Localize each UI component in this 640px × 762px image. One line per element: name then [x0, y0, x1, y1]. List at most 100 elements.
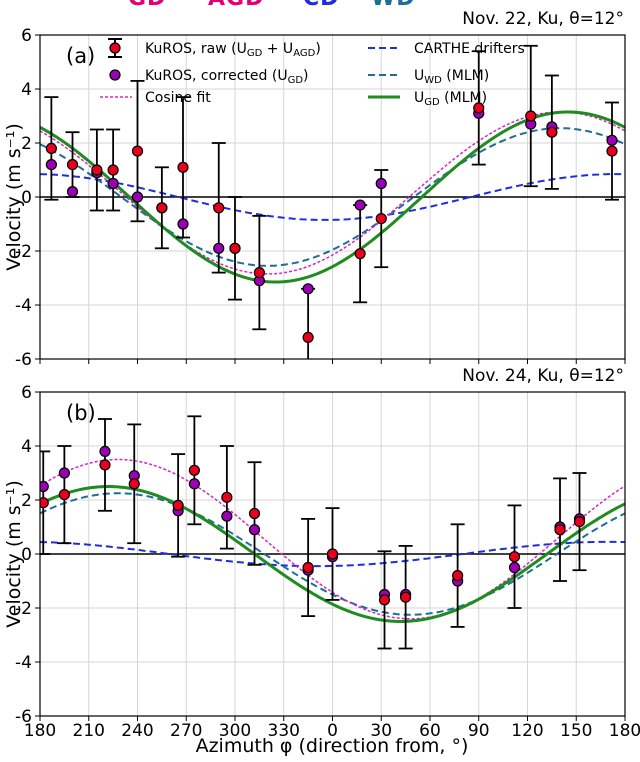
raw-point — [66, 159, 79, 171]
raw-point — [473, 102, 485, 114]
legend-uwd-label: UWD (MLM) — [414, 68, 489, 86]
corrected-point — [99, 445, 111, 457]
corrected-point — [248, 524, 261, 536]
panel-b: Nov. 24, Ku, θ=12° -6 -4 -2 0 2 4 6 180 210 240 2… — [3, 366, 640, 757]
raw-point — [378, 594, 391, 606]
panel-a-tag: (a) — [66, 44, 95, 68]
x-tick-label: 60 — [419, 721, 441, 741]
raw-point — [554, 524, 566, 536]
legend-corrected-marker — [109, 69, 121, 81]
frag-gd: GD — [128, 0, 166, 11]
raw-point — [45, 142, 57, 154]
raw-point — [452, 569, 464, 582]
raw-point — [229, 242, 241, 254]
x-tick-label: 240 — [121, 721, 153, 741]
raw-point — [546, 126, 558, 138]
raw-point — [58, 489, 70, 501]
x-tick-label: 150 — [560, 721, 592, 741]
y-tick-label: 2 — [21, 491, 32, 511]
corrected-point — [354, 199, 366, 211]
raw-point — [91, 164, 103, 176]
panel-a-ylabel: Velocity (m s⁻¹) — [3, 123, 25, 271]
x-tick-label: 210 — [73, 721, 105, 741]
y-tick-label: -2 — [15, 242, 32, 262]
y-tick-label: 6 — [21, 26, 32, 46]
panel-a-yticks: -6 -4 -2 0 2 4 6 — [15, 26, 40, 370]
model-curve-ugd — [40, 485, 625, 623]
y-tick-label: -4 — [15, 296, 32, 316]
raw-point — [107, 164, 119, 176]
raw-point — [172, 499, 184, 511]
raw-point — [131, 145, 144, 157]
panel-b-xticks: 180 210 240 270 300 330 0 30 60 90 120 150 180 — [24, 721, 640, 741]
x-axis-label: Azimuth φ (direction from, °) — [196, 735, 469, 757]
panel-b-tag: (b) — [66, 401, 96, 425]
raw-point — [128, 478, 140, 490]
y-tick-label: -2 — [15, 599, 32, 619]
panel-a-title: Nov. 22, Ku, θ=12° — [462, 9, 624, 29]
legend: KuROS, raw (UGD + UAGD) KuROS, corrected… — [100, 38, 525, 108]
panel-b-ylabel: Velocity (m s⁻¹) — [3, 480, 25, 628]
legend-corrected-label: KuROS, corrected (UGD) — [145, 68, 309, 86]
raw-point — [354, 248, 366, 260]
panel-b-errorbars — [40, 415, 587, 650]
raw-point — [221, 491, 233, 503]
corrected-point — [188, 478, 200, 490]
model-curve-carthe — [40, 173, 625, 221]
panel-b-points — [40, 445, 586, 606]
y-tick-label: 4 — [21, 80, 32, 100]
raw-point — [99, 459, 111, 471]
raw-point — [156, 202, 168, 214]
corrected-point — [40, 480, 49, 493]
raw-point — [253, 267, 265, 279]
x-tick-label: 330 — [268, 721, 300, 741]
x-tick-label: 0 — [327, 721, 338, 741]
raw-point — [248, 507, 261, 520]
clipped-legend-fragment: GD AGD CD WD — [0, 0, 640, 14]
y-tick-label: 2 — [21, 134, 32, 154]
corrected-point — [45, 159, 57, 171]
raw-point — [213, 202, 225, 214]
legend-raw-marker — [108, 38, 122, 58]
x-tick-label: 30 — [370, 721, 392, 741]
raw-point — [573, 515, 586, 528]
legend-carthe-label: CARTHE drifters — [414, 41, 525, 57]
y-tick-label: -6 — [15, 707, 32, 727]
corrected-point — [177, 218, 189, 230]
raw-point — [326, 548, 339, 560]
raw-point — [188, 464, 200, 476]
frag-cd: CD — [303, 0, 339, 11]
corrected-point — [58, 467, 70, 479]
corrected-point — [606, 134, 618, 146]
panel-a: Nov. 22, Ku, θ=12° -6 -4 -2 0 2 4 6 (a) KuROS,… — [3, 9, 626, 370]
panel-b-yticks: -6 -4 -2 0 2 4 6 — [15, 383, 40, 727]
frag-wd: WD — [371, 0, 416, 11]
x-tick-label: 270 — [170, 721, 202, 741]
y-tick-label: -4 — [15, 653, 32, 673]
raw-point — [508, 551, 521, 563]
model-curve-carthe — [40, 540, 625, 568]
x-tick-label: 90 — [468, 721, 490, 741]
raw-point — [400, 591, 412, 603]
corrected-point — [221, 510, 233, 522]
legend-raw-label: KuROS, raw (UGD + UAGD) — [145, 41, 321, 59]
x-tick-label: 180 — [609, 721, 640, 741]
x-tick-label: 180 — [24, 721, 56, 741]
x-tick-label: 120 — [511, 721, 543, 741]
raw-point — [375, 213, 387, 225]
y-tick-label: 0 — [21, 545, 32, 565]
frag-agd: AGD — [208, 0, 264, 11]
raw-point — [177, 161, 189, 173]
x-tick-label: 300 — [219, 721, 251, 741]
y-tick-label: 6 — [21, 383, 32, 403]
legend-cosine-label: Cosine fit — [145, 90, 211, 106]
raw-point — [40, 497, 49, 509]
raw-point — [302, 561, 314, 574]
y-tick-label: 0 — [21, 188, 32, 208]
legend-ugd-label: UGD (MLM) — [414, 90, 487, 108]
corrected-point — [508, 561, 521, 574]
panel-a-points — [45, 102, 618, 343]
corrected-point — [107, 177, 119, 190]
y-tick-label: 4 — [21, 437, 32, 457]
